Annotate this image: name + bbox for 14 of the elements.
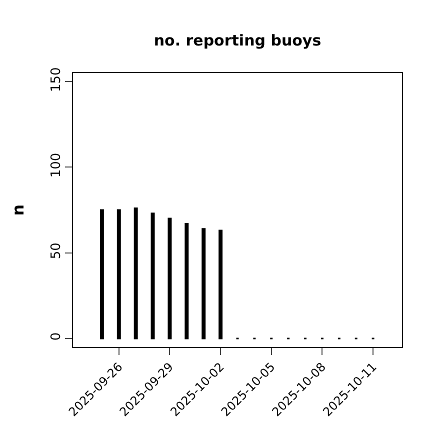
y-tick-label: 0 <box>48 332 64 341</box>
bar <box>218 230 223 340</box>
bar <box>168 218 172 340</box>
bar <box>150 212 155 340</box>
bar <box>100 209 104 340</box>
y-tick-label: 50 <box>48 242 64 260</box>
y-tick-label: 150 <box>48 67 64 92</box>
y-axis-title: n <box>8 204 28 216</box>
bar <box>202 228 206 340</box>
y-tick-label: 100 <box>48 152 64 178</box>
chart-title: no. reporting buoys <box>154 32 322 50</box>
bar <box>116 209 121 340</box>
bar <box>134 208 138 340</box>
bar <box>184 222 189 340</box>
